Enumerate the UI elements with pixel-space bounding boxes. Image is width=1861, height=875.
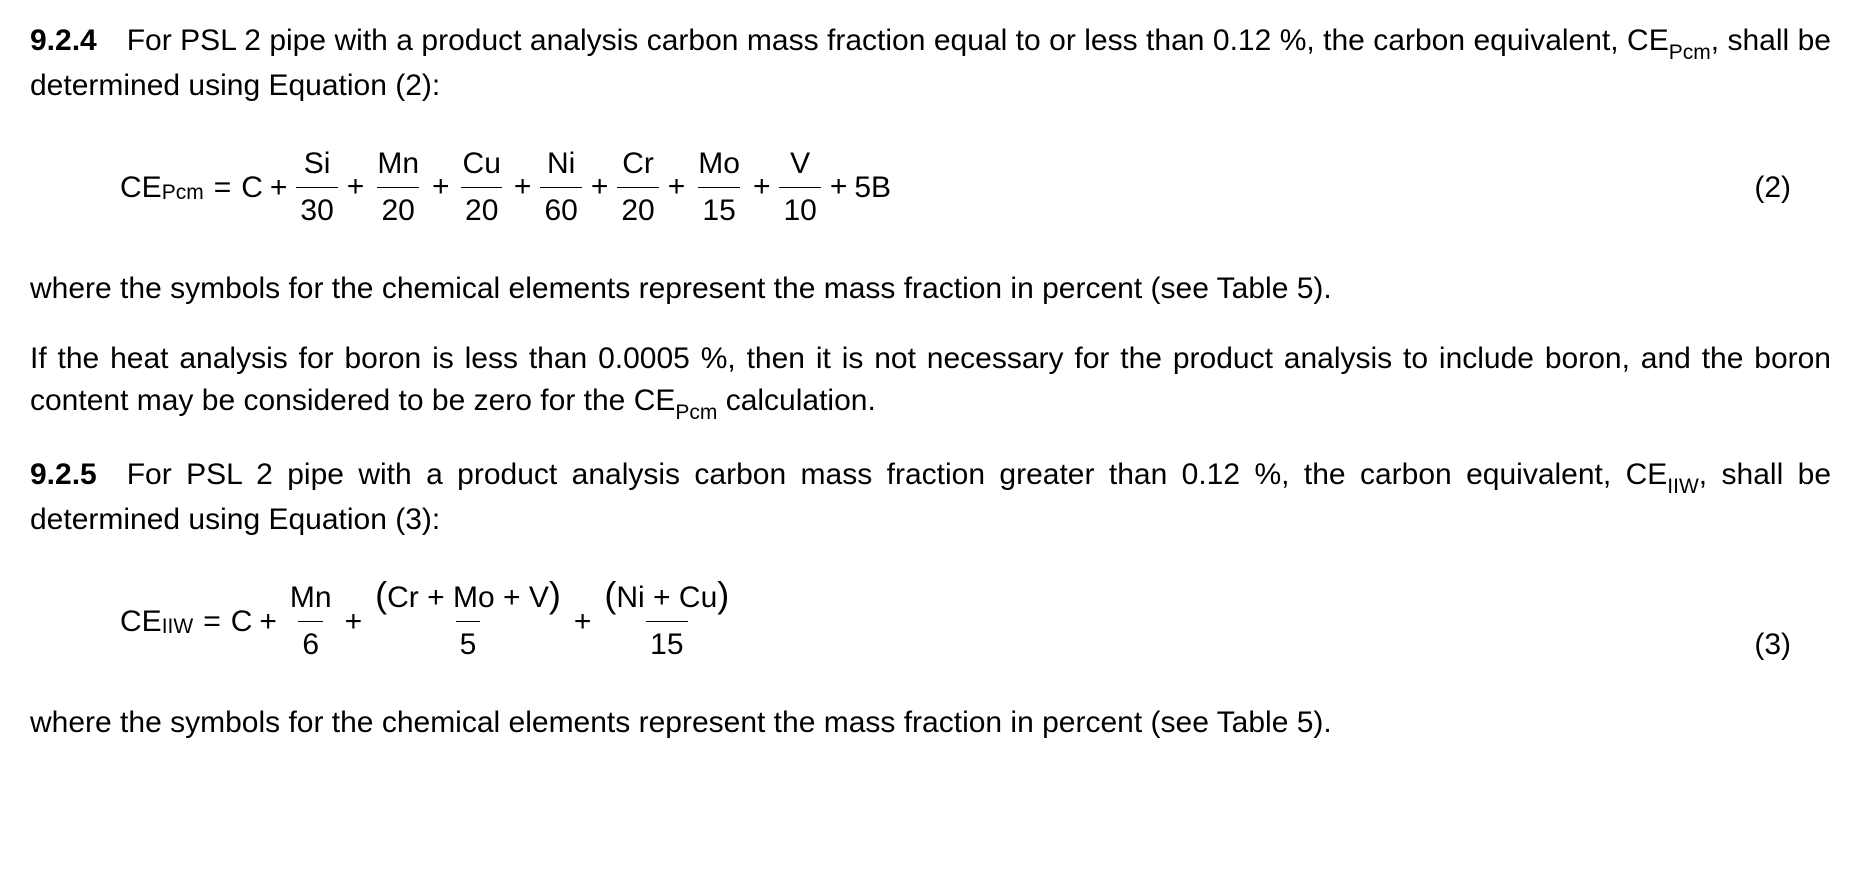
eq3-lhs: CEIIW <box>120 601 193 643</box>
plus-sign: + <box>432 170 450 203</box>
equation-3: CEIIW = C + Mn 6 + (Cr + Mo + V) 5 + (Ni… <box>120 577 735 666</box>
eq2-last-term: 5B <box>854 167 891 209</box>
plus-sign: + <box>514 170 532 203</box>
plus-sign-3a: + <box>259 601 277 643</box>
frac1-den: 6 <box>298 621 323 666</box>
plus-sign: + <box>347 170 365 203</box>
frac-denominator: 10 <box>779 187 820 232</box>
eq3-lhs-main: CE <box>120 601 162 643</box>
plus-sign: + <box>753 170 771 203</box>
plus-sign: + <box>830 170 848 203</box>
plus-sign: + <box>270 167 288 209</box>
eq2-frac: V10 <box>779 143 820 232</box>
eq3-frac2: (Cr + Mo + V) 5 <box>371 577 565 666</box>
paren-close-2: ) <box>717 574 729 615</box>
clause-number: 9.2.4 <box>30 24 97 57</box>
clause925-text-before: For PSL 2 pipe with a product analysis c… <box>127 458 1668 491</box>
eq2-lhs-sub: Pcm <box>162 178 204 207</box>
frac-numerator: Ni <box>543 143 579 187</box>
plus-sign-3b: + <box>345 601 363 643</box>
eq3-frac3: (Ni + Cu) 15 <box>600 577 733 666</box>
frac2-den: 5 <box>456 621 481 666</box>
equation-3-row: CEIIW = C + Mn 6 + (Cr + Mo + V) 5 + (Ni… <box>120 577 1831 666</box>
ce-subscript-iiw: IIW <box>1667 475 1699 498</box>
frac-numerator: Cu <box>459 143 505 187</box>
frac-denominator: 20 <box>617 187 658 232</box>
frac-denominator: 15 <box>698 187 739 232</box>
clause-number-925: 9.2.5 <box>30 458 97 491</box>
frac3-num: (Ni + Cu) <box>600 577 733 621</box>
eq2-frac: Mo15 <box>694 143 744 232</box>
eq3-lhs-sub: IIW <box>162 612 194 641</box>
paren-open: ( <box>375 574 387 615</box>
eq2-lhs-main: CE <box>120 167 162 209</box>
equation-2-number: (2) <box>1754 167 1791 209</box>
equals-sign-3: = <box>203 601 221 643</box>
frac-denominator: 20 <box>377 187 418 232</box>
equation-2-row: CEPcm = C + Si30+Mn20+Cu20+Ni60+Cr20+Mo1… <box>120 143 1831 232</box>
boron-paragraph: If the heat analysis for boron is less t… <box>30 338 1831 425</box>
frac-numerator: Si <box>300 143 335 187</box>
equation-3-number: (3) <box>1754 624 1791 666</box>
frac-numerator: Cr <box>618 143 658 187</box>
eq2-frac: Cu20 <box>459 143 505 232</box>
eq2-frac: Si30 <box>296 143 337 232</box>
clause-925-paragraph: 9.2.5 For PSL 2 pipe with a product analy… <box>30 454 1831 541</box>
eq2-first-term: C <box>241 167 263 209</box>
eq2-frac: Cr20 <box>617 143 658 232</box>
where-text-2: where the symbols for the chemical eleme… <box>30 702 1831 744</box>
eq3-first-term: C <box>231 601 253 643</box>
frac-numerator: Mn <box>373 143 423 187</box>
clause-924-paragraph: 9.2.4 For PSL 2 pipe with a product analy… <box>30 20 1831 107</box>
frac-denominator: 20 <box>461 187 502 232</box>
frac-numerator: Mo <box>694 143 744 187</box>
frac-numerator: V <box>786 143 814 187</box>
frac1-num: Mn <box>286 577 336 621</box>
plus-sign: + <box>591 170 609 203</box>
where-text-1: where the symbols for the chemical eleme… <box>30 268 1831 310</box>
boron-text-before: If the heat analysis for boron is less t… <box>30 342 1831 417</box>
frac3-den: 15 <box>646 621 687 666</box>
eq2-lhs: CEPcm <box>120 167 204 209</box>
frac2-num: (Cr + Mo + V) <box>371 577 565 621</box>
paren-close: ) <box>549 574 561 615</box>
frac-denominator: 60 <box>540 187 581 232</box>
paren-open-2: ( <box>604 574 616 615</box>
eq2-fraction-terms: Si30+Mn20+Cu20+Ni60+Cr20+Mo15+V10+ <box>294 143 854 232</box>
frac2-inner: Cr + Mo + V <box>387 581 549 614</box>
eq3-frac1: Mn 6 <box>286 577 336 666</box>
frac3-inner: Ni + Cu <box>616 581 717 614</box>
clause-text-before: For PSL 2 pipe with a product analysis c… <box>127 24 1669 57</box>
plus-sign-3c: + <box>574 601 592 643</box>
frac-denominator: 30 <box>296 187 337 232</box>
eq2-frac: Ni60 <box>540 143 581 232</box>
plus-sign: + <box>668 170 686 203</box>
ce-subscript: Pcm <box>1669 41 1711 64</box>
eq2-frac: Mn20 <box>373 143 423 232</box>
equation-2: CEPcm = C + Si30+Mn20+Cu20+Ni60+Cr20+Mo1… <box>120 143 891 232</box>
equals-sign: = <box>214 167 232 209</box>
boron-text-after: calculation. <box>717 384 875 417</box>
ce-subscript-boron: Pcm <box>675 401 717 424</box>
